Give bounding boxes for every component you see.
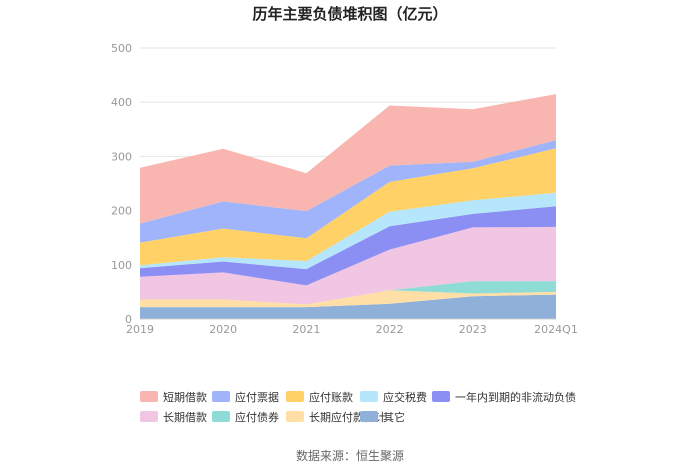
legend-swatch (212, 411, 230, 422)
area-series-2 (140, 281, 556, 305)
legend-label: 应交税费 (383, 390, 427, 404)
area-series-4 (140, 206, 556, 286)
y-tick-label: 0 (125, 313, 132, 326)
legend-label: 应付票据 (235, 390, 279, 404)
legend-swatch (360, 411, 378, 422)
legend-swatch (432, 391, 450, 402)
area-series-7 (140, 140, 556, 243)
x-tick-label: 2020 (209, 323, 237, 336)
x-axis-ticks: 2019 2020 2021 2022 2023 2024Q1 (126, 318, 578, 336)
area-series-0 (140, 294, 556, 319)
chart-title: 历年主要负债堆积图（亿元） (252, 5, 447, 23)
y-tick-label: 400 (111, 96, 132, 109)
legend-label: 长期借款 (163, 410, 207, 424)
x-tick-label: 2024Q1 (534, 323, 578, 336)
area-series-3 (140, 226, 556, 305)
legend-swatch (360, 391, 378, 402)
y-tick-label: 200 (111, 205, 132, 218)
legend-label: 其它 (383, 410, 405, 424)
y-tick-label: 500 (111, 42, 132, 55)
y-tick-label: 100 (111, 259, 132, 272)
legend-swatch (140, 391, 158, 402)
y-tick-label: 300 (111, 150, 132, 163)
area-series-5 (140, 192, 556, 270)
legend-label: 短期借款 (163, 390, 207, 404)
x-tick-label: 2021 (292, 323, 320, 336)
y-axis-ticks: 0 100 200 300 400 500 (111, 42, 132, 326)
legend-label: 应付账款 (309, 390, 353, 404)
legend-swatch (286, 391, 304, 402)
data-source: 数据来源：恒生聚源 (296, 448, 404, 463)
area-series (140, 94, 556, 319)
x-tick-label: 2022 (376, 323, 404, 336)
x-tick-label: 2019 (126, 323, 154, 336)
area-series-6 (140, 148, 556, 266)
legend-swatch (212, 391, 230, 402)
x-tick-label: 2023 (459, 323, 487, 336)
area-series-1 (140, 290, 556, 308)
legend-label: 应付债券 (235, 410, 279, 424)
area-series-8 (140, 94, 556, 224)
legend-swatch (140, 411, 158, 422)
legend-swatch (286, 411, 304, 422)
legend-label: 一年内到期的非流动负债 (455, 390, 576, 404)
